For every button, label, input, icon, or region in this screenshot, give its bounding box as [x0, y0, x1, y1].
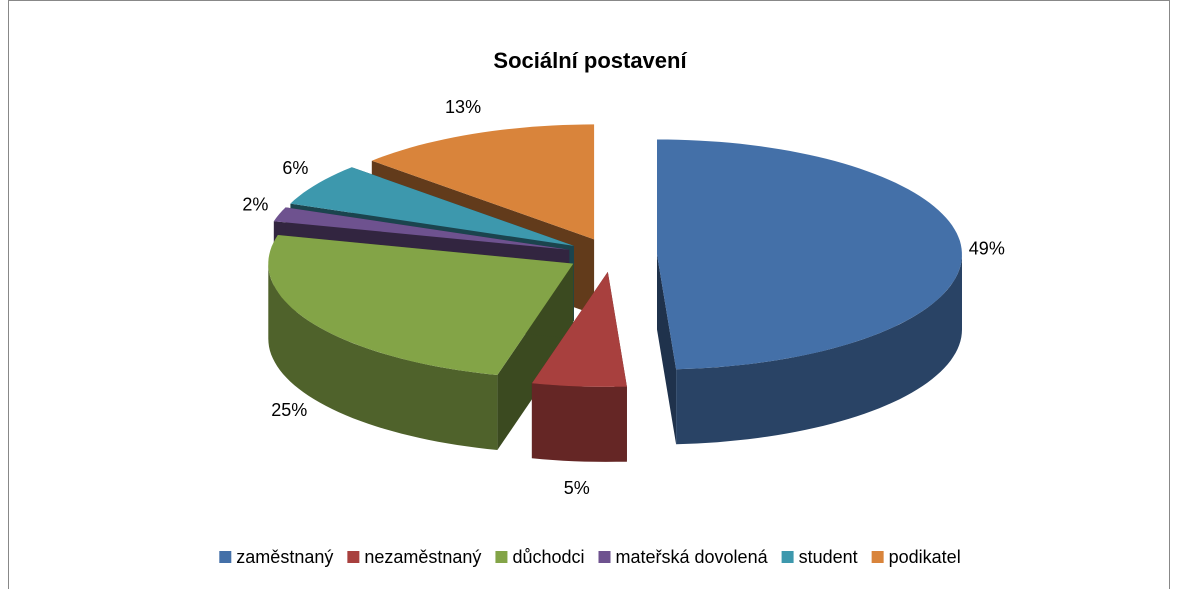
legend-swatch [781, 551, 794, 563]
legend-swatch [871, 551, 884, 563]
slice-wall [531, 383, 627, 462]
slice-wall [676, 254, 962, 445]
legend-swatch [347, 551, 360, 563]
legend-label: zaměstnaný [236, 547, 333, 567]
legend-swatch [495, 551, 508, 563]
data-label: 13% [445, 97, 481, 117]
data-label: 5% [564, 478, 590, 498]
slice [273, 207, 570, 250]
legend-label: nezaměstnaný [364, 547, 481, 567]
slice [290, 167, 574, 246]
slice-side [657, 254, 677, 445]
legend-swatch [219, 551, 232, 563]
data-label: 2% [242, 194, 268, 214]
data-label: 6% [282, 158, 308, 178]
legend-label: student [799, 547, 858, 567]
slice [371, 124, 595, 240]
slice [531, 271, 627, 387]
legend: zaměstnaný nezaměstnaný důchodci mateřská d… [219, 547, 961, 567]
data-label: 49% [969, 239, 1005, 259]
legend-label: důchodci [512, 547, 584, 567]
slice-wall [268, 263, 498, 450]
slice [657, 139, 962, 370]
legend-label: mateřská dovolená [616, 547, 769, 567]
data-label: 25% [271, 400, 307, 420]
legend-swatch [598, 551, 611, 563]
chart-title: Sociální postavení [493, 48, 687, 73]
legend-label: podikatel [889, 547, 961, 567]
slice [268, 235, 574, 375]
